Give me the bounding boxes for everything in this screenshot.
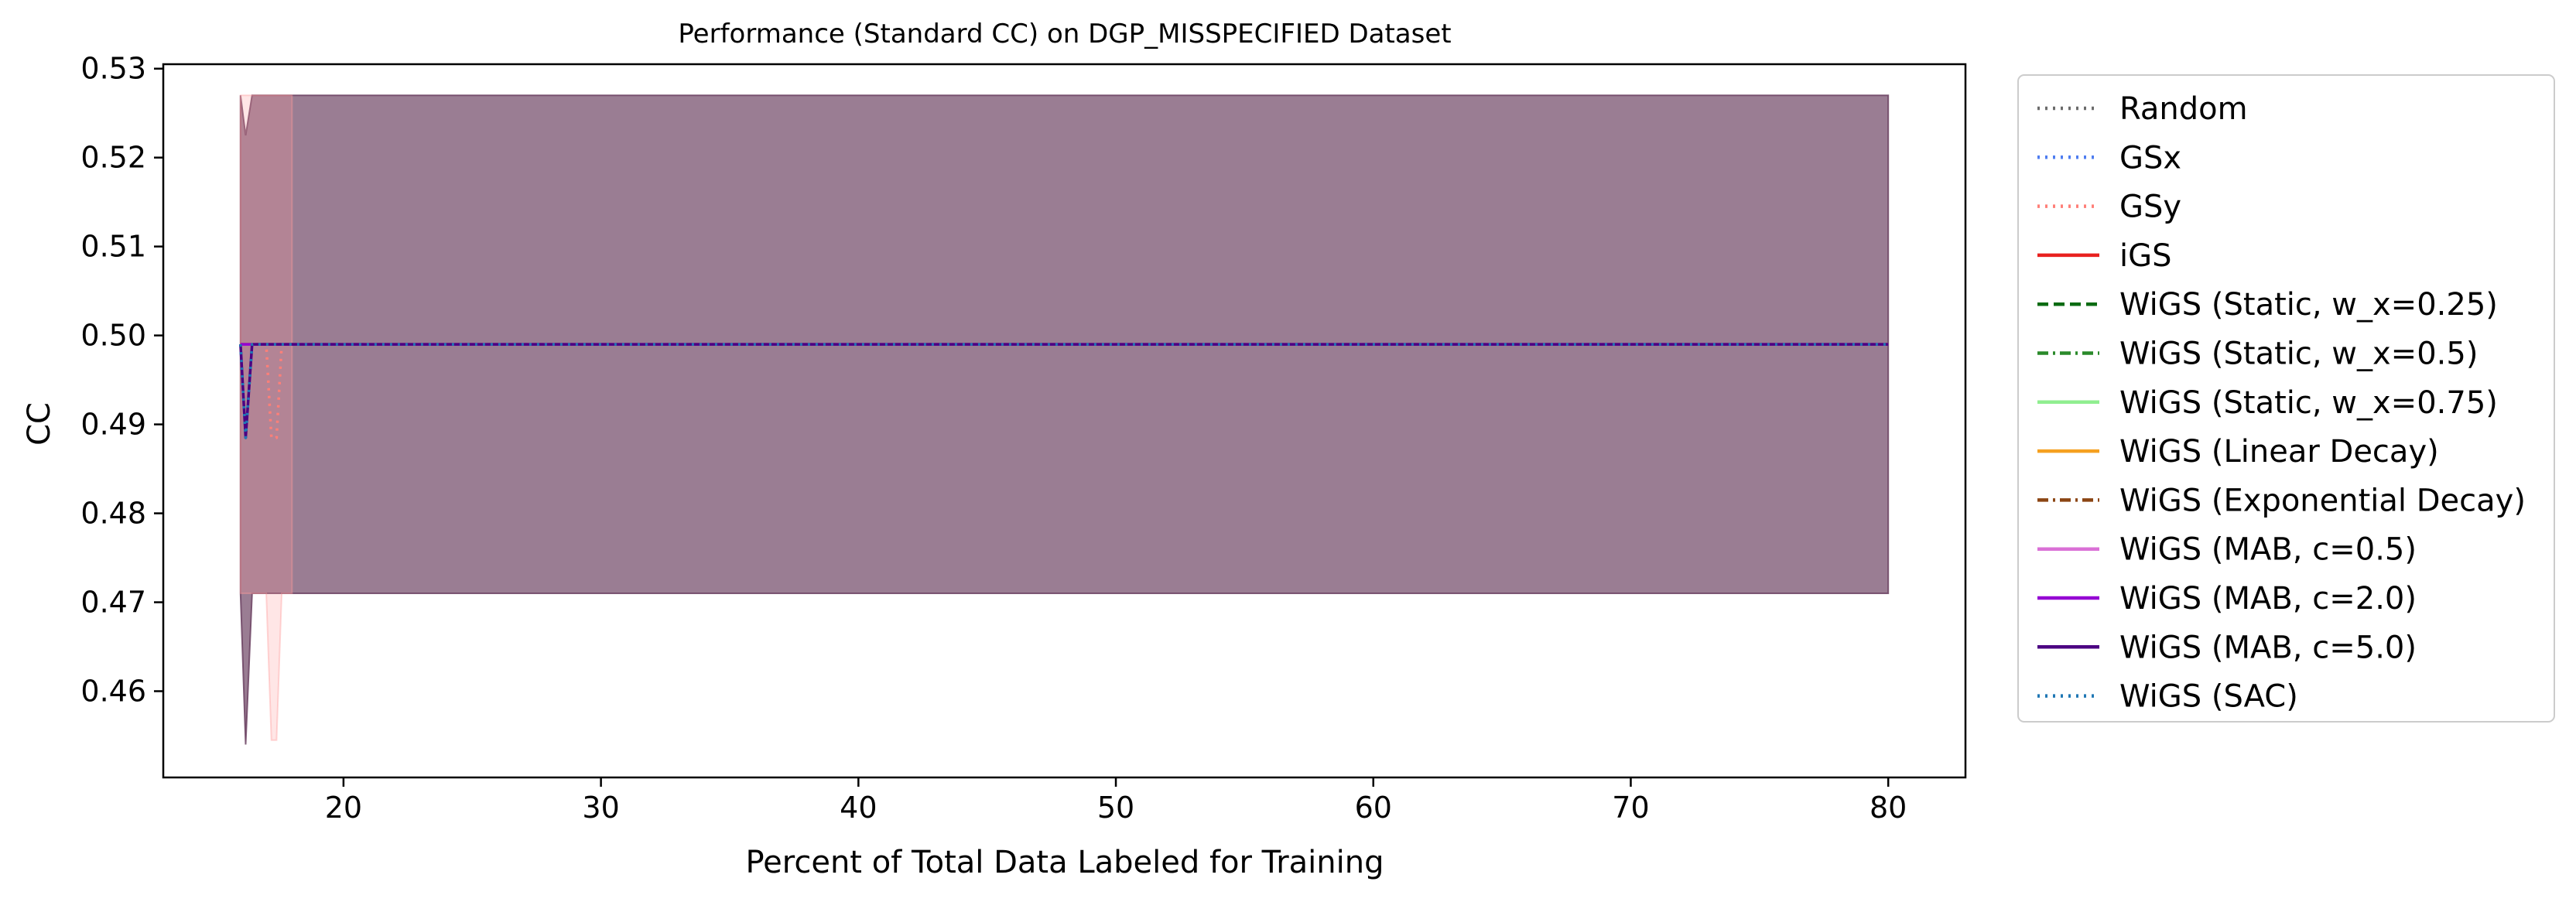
legend-label: WiGS (Exponential Decay) — [2119, 483, 2526, 518]
y-tick-label: 0.50 — [80, 319, 146, 353]
legend-label: WiGS (MAB, c=0.5) — [2119, 532, 2417, 568]
y-tick-label: 0.47 — [80, 586, 146, 620]
legend-label: GSy — [2119, 190, 2181, 225]
x-axis: 20 30 40 50 60 70 80 — [325, 777, 1907, 825]
legend-label: GSx — [2119, 140, 2181, 176]
y-axis: 0.46 0.47 0.48 0.49 0.50 0.51 0.52 0.53 — [80, 52, 163, 708]
x-axis-label: Percent of Total Data Labeled for Traini… — [745, 845, 1384, 880]
y-axis-label: CC — [22, 402, 57, 446]
legend-label: WiGS (MAB, c=2.0) — [2119, 581, 2417, 617]
legend-label: Random — [2119, 91, 2248, 127]
confidence-band-0 — [239, 94, 1890, 745]
legend-item: WiGS (SAC) — [2037, 679, 2298, 715]
legend-item: WiGS (Static, w_x=0.25) — [2037, 287, 2498, 323]
legend-item: WiGS (Static, w_x=0.75) — [2037, 385, 2498, 421]
x-tick-label: 30 — [582, 791, 619, 825]
legend-item: WiGS (MAB, c=2.0) — [2037, 581, 2417, 617]
legend: Random GSx GSy iGS WiGS (Static, w_x=0.25) Wi… — [2017, 74, 2555, 723]
legend-label: iGS — [2119, 238, 2172, 274]
legend-label: WiGS (MAB, c=5.0) — [2119, 630, 2417, 665]
y-tick-label: 0.51 — [80, 230, 146, 264]
y-tick-label: 0.49 — [80, 408, 146, 442]
confidence-band-1 — [239, 94, 293, 741]
plot-area — [239, 94, 1890, 745]
x-tick-label: 50 — [1097, 791, 1134, 825]
y-tick-label: 0.52 — [80, 141, 146, 175]
legend-label: WiGS (SAC) — [2119, 679, 2298, 715]
legend-item: iGS — [2037, 238, 2172, 274]
legend-label: WiGS (Static, w_x=0.25) — [2119, 287, 2498, 323]
legend-label: WiGS (Linear Decay) — [2119, 434, 2439, 470]
legend-label: WiGS (Static, w_x=0.5) — [2119, 337, 2478, 372]
legend-item: WiGS (MAB, c=0.5) — [2037, 532, 2417, 568]
series-line-12 — [239, 343, 1889, 439]
legend-frame — [2017, 74, 2555, 723]
y-tick-label: 0.53 — [80, 52, 146, 86]
legend-item: GSy — [2037, 190, 2181, 225]
legend-item: WiGS (Linear Decay) — [2037, 434, 2439, 470]
chart-title: Performance (Standard CC) on DGP_MISSPEC… — [678, 19, 1451, 50]
x-tick-label: 70 — [1612, 791, 1649, 825]
x-tick-label: 20 — [325, 791, 362, 825]
legend-item: WiGS (Static, w_x=0.5) — [2037, 337, 2478, 372]
x-tick-label: 40 — [840, 791, 877, 825]
plot-frame — [162, 63, 1967, 779]
legend-item: Random — [2037, 91, 2248, 127]
legend-item: WiGS (Exponential Decay) — [2037, 483, 2526, 518]
x-tick-label: 80 — [1870, 791, 1907, 825]
y-tick-label: 0.46 — [80, 674, 146, 708]
x-tick-label: 60 — [1355, 791, 1392, 825]
legend-item: WiGS (MAB, c=5.0) — [2037, 630, 2417, 665]
legend-label: WiGS (Static, w_x=0.75) — [2119, 385, 2498, 421]
legend-item: GSx — [2037, 140, 2181, 176]
y-tick-label: 0.48 — [80, 497, 146, 531]
